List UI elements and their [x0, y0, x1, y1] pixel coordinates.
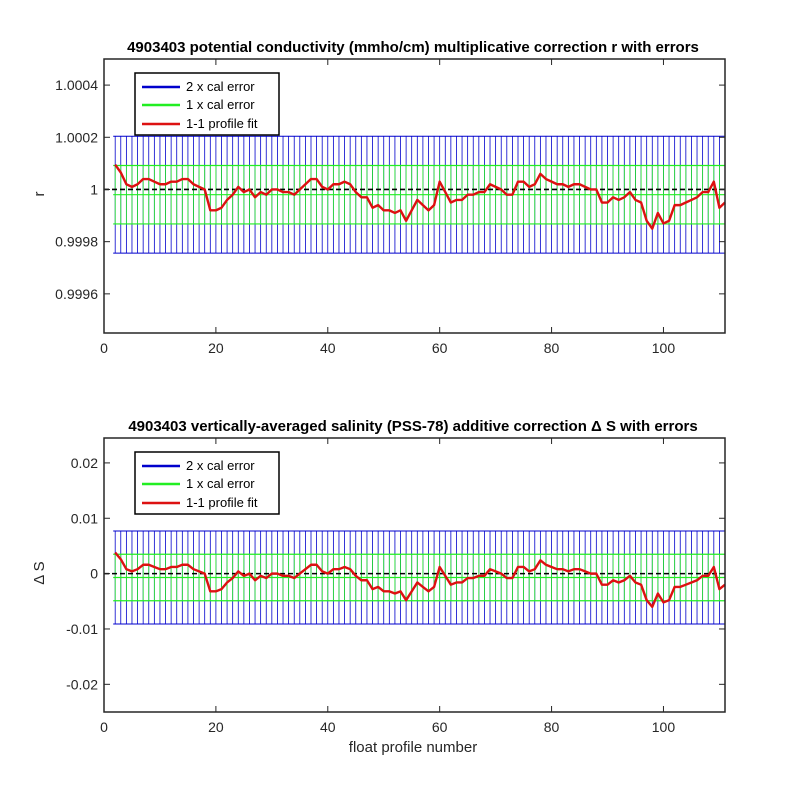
plot-area [103, 437, 726, 713]
y-tick-label: 1.0002 [55, 129, 98, 145]
tick-labels: 0 20 40 60 80 100 0.9996 0.9998 1 1.0002 1.0004 [55, 77, 675, 356]
x-tick-label: 80 [544, 340, 560, 356]
chart-title: 4903403 potential conductivity (mmho/cm)… [127, 39, 699, 56]
series-line-profile-fit [114, 163, 726, 230]
y-axis-label: r [31, 192, 48, 197]
x-tick-label: 20 [208, 340, 224, 356]
legend: 2 x cal error 1 x cal error 1-1 profile … [134, 72, 280, 136]
chart-panel-bottom: 4903403 vertically-averaged salinity (PS… [31, 418, 726, 756]
y-tick-label: 0.01 [71, 510, 98, 526]
y-tick-label: 1 [90, 181, 98, 197]
y-tick-label: 0.9996 [55, 286, 98, 302]
y-tick-label: 0 [90, 566, 98, 582]
axes-frame [103, 58, 726, 334]
x-tick-label: 0 [100, 719, 108, 735]
y-tick-label: -0.01 [66, 621, 98, 637]
x-tick-label: 40 [320, 340, 336, 356]
x-tick-label: 100 [652, 340, 676, 356]
x-tick-label: 60 [432, 340, 448, 356]
axes-frame [103, 437, 726, 713]
legend-label-fit: 1-1 profile fit [186, 116, 258, 131]
tick-labels: 0 20 40 60 80 100 -0.02 -0.01 0 0.01 0.02 [66, 455, 675, 735]
legend-label-fit: 1-1 profile fit [186, 495, 258, 510]
y-tick-label: 0.02 [71, 455, 98, 471]
x-tick-label: 80 [544, 719, 560, 735]
x-axis-label: float profile number [349, 739, 477, 756]
y-tick-label: 0.9998 [55, 234, 98, 250]
x-tick-label: 60 [432, 719, 448, 735]
legend-label-one-x: 1 x cal error [186, 97, 255, 112]
x-tick-label: 40 [320, 719, 336, 735]
y-axis-label: Δ S [31, 561, 48, 584]
legend-label-two-x: 2 x cal error [186, 458, 255, 473]
legend-label-one-x: 1 x cal error [186, 476, 255, 491]
legend: 2 x cal error 1 x cal error 1-1 profile … [134, 451, 280, 515]
chart-panel-top: 4903403 potential conductivity (mmho/cm)… [31, 39, 726, 356]
x-tick-label: 100 [652, 719, 676, 735]
series-line-profile-fit [114, 551, 726, 609]
y-tick-label: -0.02 [66, 676, 98, 692]
chart-title: 4903403 vertically-averaged salinity (PS… [128, 418, 697, 435]
y-tick-label: 1.0004 [55, 77, 98, 93]
x-tick-label: 20 [208, 719, 224, 735]
plot-area [103, 58, 726, 334]
legend-label-two-x: 2 x cal error [186, 79, 255, 94]
x-tick-label: 0 [100, 340, 108, 356]
